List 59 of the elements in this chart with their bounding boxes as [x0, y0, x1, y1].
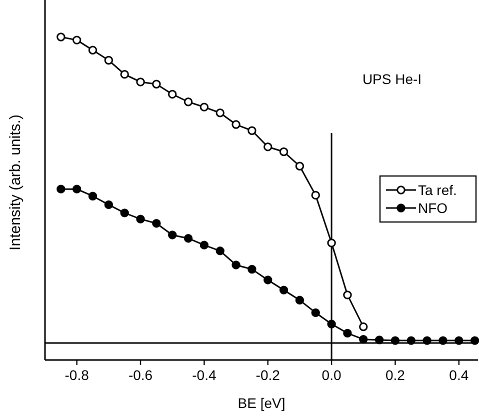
point	[120, 208, 129, 218]
point	[311, 190, 320, 200]
point	[454, 336, 464, 345]
x-tick-label: -0.2	[256, 367, 280, 383]
point	[327, 238, 336, 248]
x-tick-label: -0.8	[64, 367, 90, 383]
point	[136, 78, 145, 86]
point	[72, 36, 82, 44]
point	[200, 240, 209, 250]
point	[152, 80, 161, 88]
point	[295, 162, 304, 170]
legend-label: Ta ref.	[418, 182, 457, 198]
point	[104, 200, 114, 210]
point	[120, 70, 129, 79]
point	[343, 290, 352, 300]
point	[406, 336, 416, 345]
point	[232, 120, 240, 129]
point	[279, 286, 288, 294]
point	[438, 336, 448, 345]
point	[295, 296, 304, 305]
point	[136, 214, 145, 224]
point	[359, 322, 368, 332]
legend-label: NFO	[418, 200, 448, 216]
point	[343, 328, 352, 338]
point	[88, 192, 98, 200]
x-tick-label: -0.4	[192, 367, 216, 383]
point	[72, 184, 82, 194]
point	[232, 260, 240, 270]
point	[248, 126, 256, 135]
point	[470, 336, 479, 345]
point	[264, 276, 272, 284]
point	[184, 234, 193, 243]
x-axis-title: BE [eV]	[238, 395, 286, 411]
point	[200, 102, 209, 112]
point	[168, 230, 177, 240]
x-tick-label: 0.0	[322, 367, 342, 383]
annotation: UPS He-I	[362, 71, 422, 87]
point	[168, 90, 177, 99]
point	[248, 264, 256, 274]
y-axis-title: Intensity (arb. units.)	[7, 114, 24, 250]
point	[88, 46, 98, 55]
point	[359, 334, 368, 344]
x-tick-label: -0.6	[128, 367, 153, 383]
point	[56, 184, 66, 194]
point	[311, 308, 320, 318]
point	[216, 108, 224, 118]
point	[152, 219, 161, 228]
point	[327, 320, 336, 328]
x-tick-label: 0.4	[449, 367, 469, 383]
point	[422, 336, 432, 345]
point	[279, 147, 288, 156]
point	[264, 142, 272, 152]
x-tick-label: 0.2	[385, 367, 406, 383]
point	[374, 336, 384, 344]
point	[184, 98, 193, 106]
point	[216, 246, 224, 256]
point	[104, 56, 114, 65]
point	[56, 32, 66, 42]
point	[390, 336, 400, 345]
